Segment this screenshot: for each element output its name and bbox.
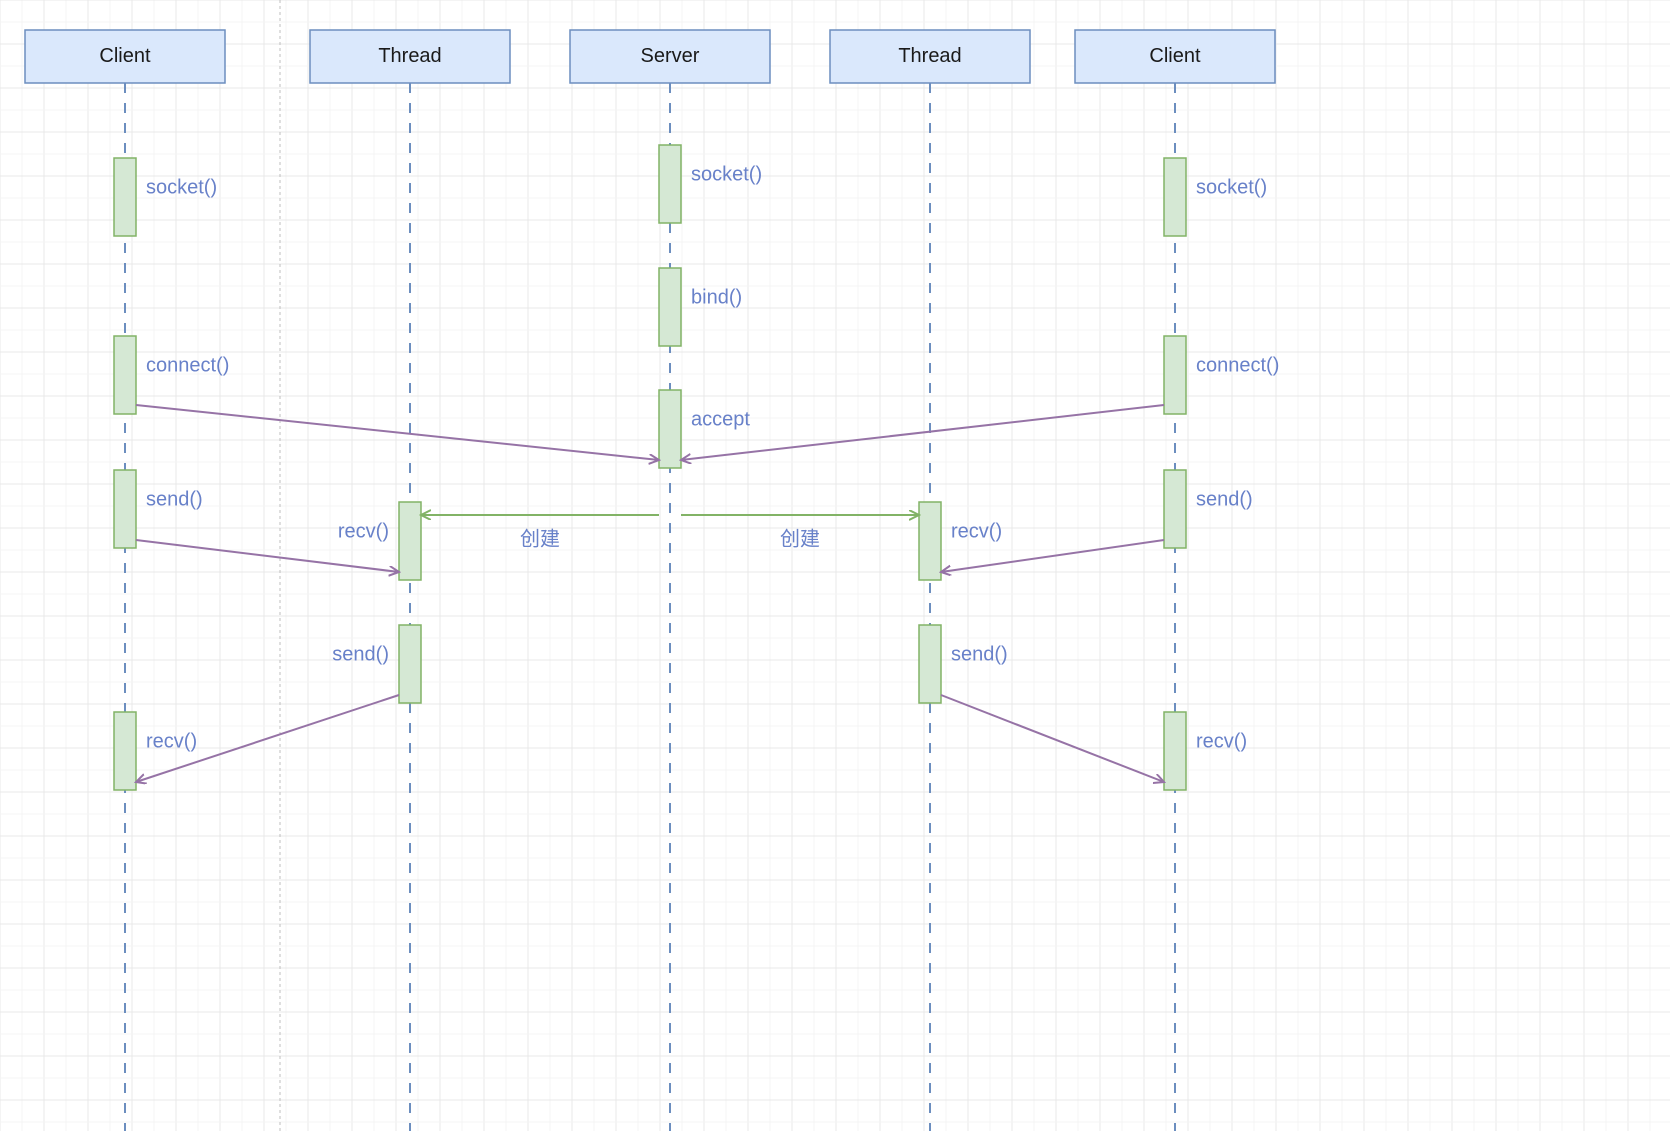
activation-label-client1-3: recv() <box>146 730 197 752</box>
activation-client1-0 <box>114 158 136 236</box>
activation-server-5 <box>659 268 681 346</box>
activation-label-client2-14: recv() <box>1196 730 1247 752</box>
activation-label-server-5: bind() <box>691 286 742 308</box>
arrow-0 <box>136 405 659 460</box>
activation-client1-1 <box>114 336 136 414</box>
activation-label-client1-1: connect() <box>146 354 229 376</box>
lane-header-label-thread2: Thread <box>898 45 961 67</box>
arrow-label-3: 创建 <box>780 527 820 550</box>
arrow-7 <box>941 695 1164 782</box>
activation-client2-14 <box>1164 712 1186 790</box>
activation-client1-3 <box>114 712 136 790</box>
activation-thread1-7 <box>399 502 421 580</box>
lane-header-label-client1: Client <box>99 45 151 67</box>
activation-label-client1-0: socket() <box>146 176 217 198</box>
sequence-diagram: Client Thread Server Thread Client socket() co… <box>0 0 1670 1131</box>
activation-label-thread2-10: send() <box>951 643 1008 665</box>
activation-label-client2-12: connect() <box>1196 354 1279 376</box>
activation-label-thread1-7: recv() <box>338 520 389 542</box>
activation-thread2-9 <box>919 502 941 580</box>
activation-label-client2-11: socket() <box>1196 176 1267 198</box>
activation-label-client1-2: send() <box>146 488 203 510</box>
arrow-1 <box>681 405 1164 460</box>
activation-thread1-8 <box>399 625 421 703</box>
activation-client1-2 <box>114 470 136 548</box>
activation-label-server-6: accept <box>691 408 750 430</box>
activation-label-server-4: socket() <box>691 163 762 185</box>
arrow-label-2: 创建 <box>520 527 560 550</box>
activation-client2-11 <box>1164 158 1186 236</box>
lane-header-label-server: Server <box>641 45 700 67</box>
arrow-5 <box>941 540 1164 572</box>
activation-client2-12 <box>1164 336 1186 414</box>
activation-label-client2-13: send() <box>1196 488 1253 510</box>
activation-client2-13 <box>1164 470 1186 548</box>
activation-label-thread2-9: recv() <box>951 520 1002 542</box>
activation-label-thread1-8: send() <box>332 643 389 665</box>
activation-server-6 <box>659 390 681 468</box>
lane-header-label-thread1: Thread <box>378 45 441 67</box>
activation-thread2-10 <box>919 625 941 703</box>
grid <box>0 0 1670 1131</box>
arrow-4 <box>136 540 399 572</box>
activation-server-4 <box>659 145 681 223</box>
lane-header-label-client2: Client <box>1149 45 1201 67</box>
